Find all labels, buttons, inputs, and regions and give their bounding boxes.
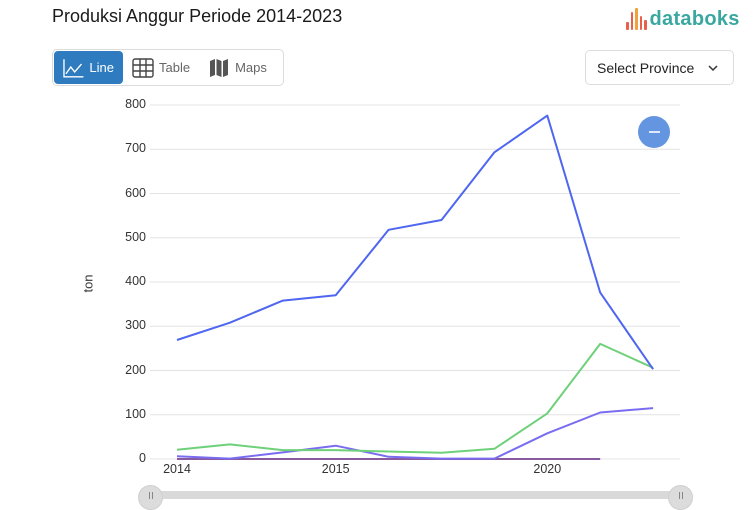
line-chart-icon [63,58,84,77]
zoom-out-button[interactable] [638,116,670,148]
tab-line-label: Line [89,60,114,75]
y-tick-label: 600 [125,185,146,200]
y-tick-label: 200 [125,362,146,377]
y-tick-label: 500 [125,229,146,244]
tab-line[interactable]: Line [54,51,123,84]
y-tick-label: 800 [125,97,146,111]
line-chart-plot [150,104,680,460]
view-tabs: Line Table Maps [52,49,284,86]
tab-maps-label: Maps [235,60,267,75]
logo-bars-icon [626,8,647,30]
province-select[interactable]: Select Province [585,50,734,85]
x-tick-label: 2015 [321,462,350,476]
logo-text: databoks [649,8,740,30]
province-select-label: Select Province [597,59,695,76]
chevron-down-icon [708,64,718,71]
tab-table[interactable]: Table [123,51,199,84]
x-tick-label: 2020 [533,462,562,476]
y-tick-label: 100 [125,406,146,421]
tab-table-label: Table [159,60,191,75]
y-tick-label: 300 [125,318,146,333]
databoks-logo[interactable]: databoks [626,6,740,30]
minus-icon [648,131,660,133]
page-title: Produksi Anggur Periode 2014-2023 [52,6,343,26]
y-tick-label: 0 [139,451,146,465]
series-line[interactable] [176,114,654,370]
map-icon [210,58,229,77]
x-tick-label: 2014 [163,462,191,476]
table-grid-icon [132,57,154,78]
range-slider-track[interactable] [150,491,680,499]
tab-maps[interactable]: Maps [199,51,276,84]
y-tick-label: 400 [125,274,146,288]
series-line[interactable] [176,342,654,454]
series-line[interactable] [176,407,654,460]
y-tick-label: 700 [125,141,146,156]
